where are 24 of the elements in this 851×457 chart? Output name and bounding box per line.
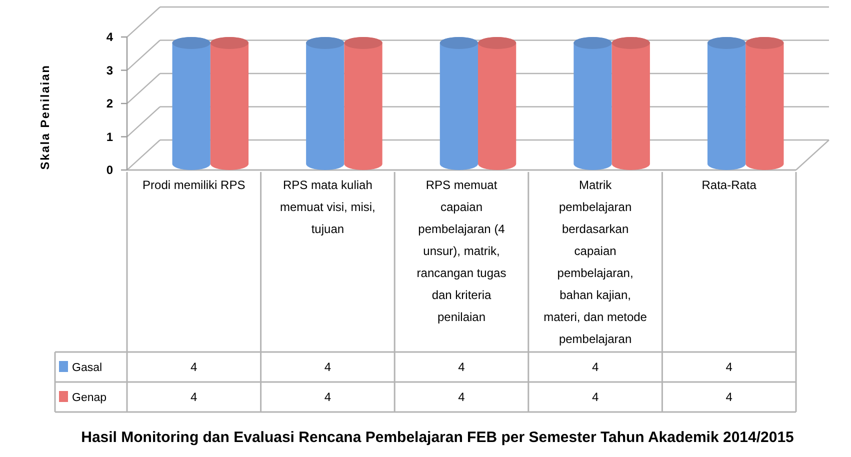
y-tick-label: 4	[106, 30, 114, 44]
legend-label: Gasal	[72, 362, 102, 374]
data-label: 4	[592, 360, 599, 374]
data-label: 4	[324, 360, 332, 374]
y-tick-label: 1	[106, 130, 114, 144]
x-tick-label: Rata-Rata	[702, 178, 757, 192]
data-label: 4	[726, 360, 733, 374]
legend-label: Genap	[72, 392, 107, 404]
x-tick-label: RPS mata kuliah memuat visi, misi, tujuan	[280, 178, 376, 236]
data-label: 4	[726, 390, 733, 404]
x-tick-label: RPS memuat capaian pembelajaran (4 unsur), matrik, rancangan tugas dan kriteria penilaian	[416, 178, 506, 324]
text: Hasil Monitoring dan Evaluasi Rencana Pembelajaran FEB per Semester Tahun Akademik 2014/2015	[81, 429, 794, 446]
y-tick-label: 3	[106, 63, 114, 78]
data-label: 4	[458, 360, 466, 374]
y-tick-label: 2	[106, 96, 114, 111]
y-tick-label: 0	[106, 163, 114, 178]
x-tick-label: Prodi memiliki RPS	[142, 178, 246, 192]
data-label: 4	[458, 390, 466, 404]
data-label: 4	[592, 390, 599, 404]
y-axis-title: Skala Penilaian	[38, 64, 52, 170]
data-label: 4	[324, 390, 332, 404]
data-label: 4	[190, 390, 198, 404]
x-tick-label: Matrik pembelajaran berdasarkan capaian pembelajaran, bahan kajian, materi, dan metode pembelajaran	[544, 178, 648, 346]
data-label: 4	[190, 360, 198, 374]
